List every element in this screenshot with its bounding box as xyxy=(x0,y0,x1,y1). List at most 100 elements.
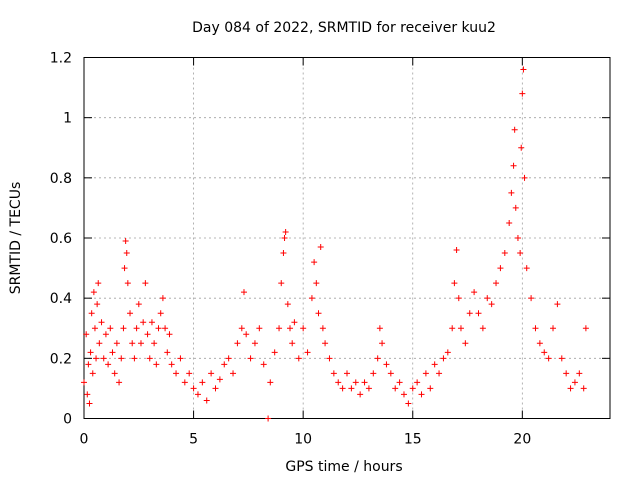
data-point xyxy=(392,385,399,392)
data-point xyxy=(512,204,519,211)
data-point xyxy=(422,370,429,377)
data-point xyxy=(300,325,307,332)
data-point xyxy=(563,370,570,377)
data-point xyxy=(83,331,90,338)
data-point xyxy=(308,295,315,302)
data-point xyxy=(208,370,215,377)
data-point xyxy=(243,331,250,338)
data-point xyxy=(291,319,298,326)
data-point xyxy=(550,325,557,332)
data-point xyxy=(234,340,241,347)
data-point xyxy=(146,355,153,362)
data-point xyxy=(159,295,166,302)
y-tick-label: 0 xyxy=(63,412,72,428)
data-point xyxy=(387,370,394,377)
data-point xyxy=(479,325,486,332)
y-tick-label: 0.6 xyxy=(50,231,72,247)
data-point xyxy=(431,361,438,368)
x-axis-label: GPS time / hours xyxy=(285,459,402,475)
data-point xyxy=(212,385,219,392)
data-point xyxy=(339,385,346,392)
data-point xyxy=(517,250,524,257)
data-point xyxy=(144,331,151,338)
data-point xyxy=(88,310,95,317)
data-point xyxy=(326,355,333,362)
data-point xyxy=(348,385,355,392)
data-point xyxy=(287,325,294,332)
data-point xyxy=(365,385,372,392)
data-point xyxy=(453,247,460,254)
data-point xyxy=(86,400,93,407)
data-point xyxy=(131,355,138,362)
data-point xyxy=(440,355,447,362)
data-point xyxy=(511,126,518,133)
data-point xyxy=(140,319,147,326)
data-point xyxy=(319,325,326,332)
data-point xyxy=(436,370,443,377)
data-point xyxy=(514,235,521,241)
data-point xyxy=(409,385,416,392)
data-point xyxy=(84,391,91,398)
data-point xyxy=(221,361,228,368)
data-point xyxy=(405,400,412,407)
data-point xyxy=(133,325,140,332)
data-point xyxy=(157,310,164,317)
axis-ticks xyxy=(83,57,610,419)
data-point xyxy=(107,325,114,332)
data-point xyxy=(289,340,296,347)
data-point xyxy=(396,379,403,386)
data-point xyxy=(256,325,263,332)
data-point xyxy=(284,301,291,308)
data-point xyxy=(322,340,329,347)
data-point xyxy=(304,349,311,356)
data-point xyxy=(85,361,92,368)
data-point xyxy=(400,391,407,398)
data-point xyxy=(238,325,245,332)
data-point xyxy=(520,66,527,73)
data-point xyxy=(203,397,210,404)
data-point xyxy=(122,238,129,245)
data-point xyxy=(166,331,173,338)
data-point xyxy=(230,370,237,377)
data-point xyxy=(162,325,169,332)
data-point xyxy=(278,280,285,287)
data-point xyxy=(361,379,368,386)
data-point xyxy=(457,325,464,332)
data-point xyxy=(315,310,322,317)
data-point xyxy=(523,265,530,272)
data-point xyxy=(121,265,128,272)
data-point xyxy=(168,361,175,368)
data-point xyxy=(276,325,283,332)
data-point xyxy=(295,355,302,362)
grid-lines xyxy=(84,57,610,419)
data-point xyxy=(374,355,381,362)
x-tick-label: 10 xyxy=(294,432,312,448)
data-point xyxy=(105,361,112,368)
data-point xyxy=(352,379,359,386)
data-point xyxy=(111,370,118,377)
data-point xyxy=(582,325,589,332)
data-point xyxy=(124,280,131,287)
data-point xyxy=(120,325,127,332)
data-point xyxy=(462,340,469,347)
data-point xyxy=(280,250,287,257)
data-point xyxy=(518,144,525,151)
data-point xyxy=(379,340,386,347)
data-point xyxy=(580,385,587,392)
data-point xyxy=(95,280,102,287)
data-point xyxy=(164,349,171,356)
data-point xyxy=(493,280,500,287)
data-point xyxy=(87,349,94,356)
data-point xyxy=(260,361,267,368)
data-point xyxy=(449,325,456,332)
data-point xyxy=(199,379,206,386)
data-point xyxy=(418,391,425,398)
data-point xyxy=(455,295,462,302)
chart-title: Day 084 of 2022, SRMTID for receiver kuu… xyxy=(192,20,496,36)
data-point xyxy=(102,331,109,338)
data-point xyxy=(506,219,513,226)
data-point xyxy=(313,280,320,287)
data-point xyxy=(484,295,491,302)
data-point xyxy=(576,370,583,377)
